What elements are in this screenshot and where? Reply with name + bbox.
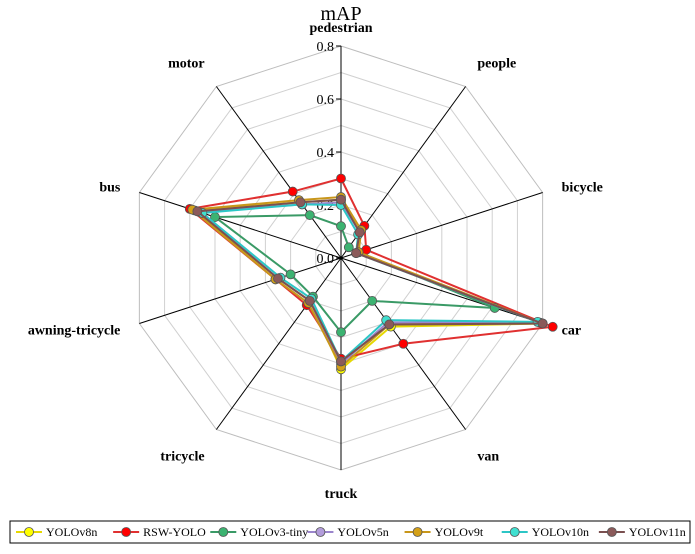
legend: YOLOv8n RSW-YOLO YOLOv3-tiny YOLOv5n YOLOv9t… <box>9 520 691 544</box>
chart-title: mAP <box>320 3 361 25</box>
legend-box <box>9 520 691 544</box>
data-point <box>547 321 558 332</box>
axis-label: tricycle <box>160 450 204 465</box>
legend-label: YOLOv3-tiny <box>240 525 308 539</box>
tick-label: 0.4 <box>317 146 335 161</box>
axis-label: people <box>477 56 516 71</box>
legend-label: YOLOv8n <box>46 525 97 539</box>
data-point <box>336 356 346 367</box>
axis-spoke <box>340 257 543 324</box>
data-point <box>354 227 365 238</box>
legend-swatch-marker <box>121 527 132 537</box>
legend-swatch-marker <box>606 527 617 537</box>
legend-label: YOLOv9t <box>435 525 484 539</box>
data-point <box>336 327 346 338</box>
tick-label: 0.8 <box>317 40 335 55</box>
legend-swatch-marker <box>509 527 520 537</box>
data-point <box>287 186 298 197</box>
legend-label: YOLOv11n <box>629 525 686 539</box>
data-point <box>336 173 346 184</box>
data-point <box>295 197 306 208</box>
data-point <box>192 206 203 217</box>
legend-label: YOLOv10n <box>532 525 589 539</box>
axis-spoke <box>340 192 543 259</box>
data-point <box>398 338 409 349</box>
series-layer <box>184 173 558 375</box>
axis-label: bus <box>99 180 121 195</box>
tick-label: 0.6 <box>317 93 335 108</box>
tick-label: 0.0 <box>317 252 335 267</box>
data-point <box>351 248 362 258</box>
data-point <box>304 295 315 306</box>
data-point <box>285 269 296 280</box>
data-point <box>336 221 346 232</box>
legend-swatch-marker <box>412 527 423 537</box>
data-point <box>537 318 548 329</box>
axis-spoke <box>215 257 342 430</box>
axis-label: awning-tricycle <box>28 324 121 339</box>
axis-label: motor <box>168 56 205 71</box>
axis-spoke <box>139 192 342 259</box>
data-point <box>304 210 315 221</box>
axis-label: bicycle <box>562 180 603 195</box>
axis-label-layer: pedestrian people bicycle car van truck tricyc… <box>28 21 603 502</box>
axis-spoke <box>215 86 342 259</box>
axis-label: pedestrian <box>310 21 373 36</box>
legend-label: YOLOv5n <box>337 525 388 539</box>
data-point <box>343 242 354 253</box>
axis-label: car <box>562 324 581 339</box>
axis-label: van <box>477 450 499 465</box>
legend-swatch-marker <box>315 527 326 537</box>
legend-label: RSW-YOLO <box>143 525 206 539</box>
data-point <box>367 295 378 306</box>
data-point <box>336 194 346 205</box>
data-point <box>384 319 395 330</box>
data-point <box>273 273 283 284</box>
legend-swatch-marker <box>218 527 229 537</box>
axis-label: truck <box>325 487 358 502</box>
legend-swatch-marker <box>24 527 34 537</box>
axis-spoke <box>139 257 342 324</box>
